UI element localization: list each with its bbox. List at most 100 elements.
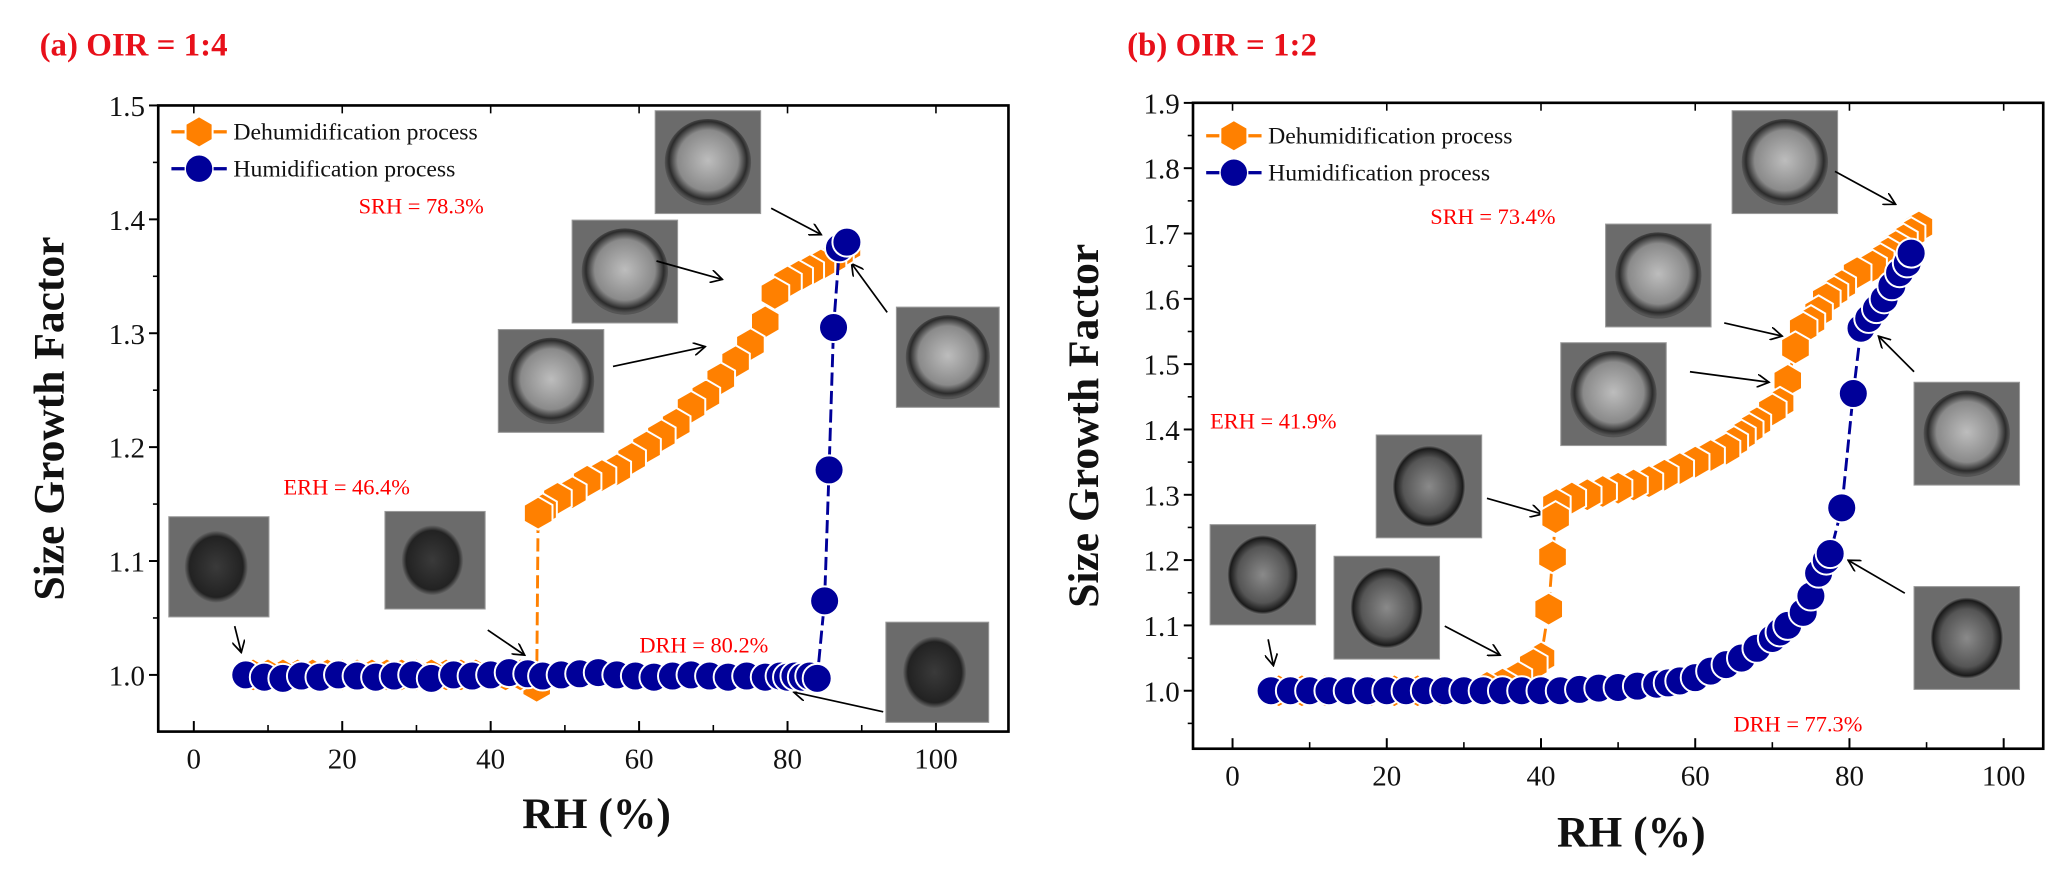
micrograph-image (1913, 381, 2021, 486)
x-tick-label: 60 (1681, 761, 1710, 793)
micrograph-image (497, 329, 605, 433)
y-tick-label: 1.4 (1144, 415, 1181, 447)
micrograph-image (384, 510, 486, 610)
panel-b: (b) OIR = 1:2 0 20 40 60 80 100 1.0 1.1 1.2 1.3 1.4… (1060, 27, 2045, 856)
particle-shape (903, 636, 967, 709)
y-axis-title: Size Growth Factor (1060, 244, 1108, 608)
droplet-shape (581, 228, 669, 315)
legend-label: Humidification process (1268, 161, 1490, 187)
micrograph-image (1731, 110, 1839, 215)
micrograph-image (885, 621, 990, 723)
x-tick-label: 40 (1527, 761, 1556, 793)
data-point-hexagon (1780, 330, 1811, 366)
arrow (1689, 370, 1769, 383)
arrow (1444, 625, 1500, 655)
arrow (1834, 170, 1896, 204)
droplet-shape (905, 315, 990, 400)
series-line (245, 240, 848, 681)
annotation-label: DRH = 80.2% (639, 633, 768, 658)
data-point-hexagon (522, 495, 554, 531)
x-tick-label: 60 (625, 744, 654, 776)
droplet-shape (1570, 350, 1657, 438)
annotation-label: ERH = 46.4% (283, 474, 409, 499)
data-point-circle (831, 226, 863, 258)
droplet-shape (507, 337, 595, 425)
x-axis-title: RH (%) (1557, 808, 1706, 856)
y-tick-label: 1.4 (109, 205, 146, 237)
legend-label: Humidification process (233, 157, 455, 183)
legend-circle-marker (185, 155, 213, 182)
x-tick-label: 20 (328, 744, 357, 776)
micrograph-image (1560, 342, 1667, 447)
micrograph-image (1333, 555, 1441, 660)
y-tick-label: 1.2 (109, 433, 145, 465)
y-tick-label: 1.6 (1144, 284, 1180, 316)
x-tick-label: 100 (1982, 761, 2026, 793)
panel-a: (a) OIR = 1:4 0 20 40 60 80 100 1.0 1.1 1.2 1.3 1.4… (25, 27, 1010, 838)
legend-hexagon-marker (186, 117, 212, 147)
legend-circle-marker (1220, 159, 1248, 186)
legend-label: Dehumidification process (233, 120, 477, 146)
y-tick-label: 1.9 (1144, 88, 1180, 120)
y-axis-title: Size Growth Factor (25, 237, 73, 601)
x-tick-label: 80 (1835, 761, 1864, 793)
arrow (852, 264, 888, 313)
micrograph-image (895, 306, 1000, 408)
annotation-label: SRH = 73.4% (1430, 204, 1555, 229)
annotation-label: SRH = 78.3% (359, 194, 484, 219)
micrograph-image (571, 219, 679, 324)
series-humidification (230, 226, 863, 694)
x-tick-label: 100 (914, 744, 958, 776)
particle-shape (1930, 596, 2004, 680)
panel-title: (b) OIR = 1:2 (1127, 27, 1317, 63)
particle-shape (1350, 566, 1424, 649)
data-point-circle (1895, 237, 1927, 269)
legend-label: Dehumidification process (1268, 124, 1512, 150)
x-tick-label: 0 (187, 744, 202, 776)
y-tick-label: 1.7 (1144, 219, 1180, 251)
micrograph-image (1375, 434, 1483, 539)
data-point-circle (809, 585, 841, 617)
data-point-circle (801, 662, 833, 694)
x-axis-title: RH (%) (522, 790, 671, 838)
particle-shape (401, 525, 464, 596)
x-tick-label: 20 (1372, 761, 1401, 793)
arrow (770, 207, 821, 234)
micrograph-image (1209, 524, 1317, 626)
legend-hexagon-marker (1221, 121, 1247, 151)
micrograph-image (168, 516, 270, 618)
y-tick-label: 1.3 (109, 319, 145, 351)
particle-shape (1392, 445, 1466, 528)
arrow (612, 347, 705, 368)
arrow (1878, 336, 1915, 373)
droplet-shape (1923, 390, 2010, 477)
legend: Dehumidification process Humidification p… (1206, 121, 1513, 187)
x-tick-label: 80 (773, 744, 802, 776)
arrow (1848, 560, 1906, 594)
y-tick-label: 1.1 (109, 547, 145, 579)
arrow (1486, 497, 1542, 514)
y-tick-label: 1.5 (109, 91, 145, 123)
arrow (1724, 322, 1782, 336)
y-tick-label: 1.3 (1144, 480, 1180, 512)
data-point-hexagon (1533, 591, 1565, 627)
data-point-hexagon (1537, 539, 1568, 575)
micrograph-image (1605, 223, 1712, 328)
y-tick-label: 1.0 (109, 660, 145, 692)
y-tick-label: 1.8 (1144, 154, 1180, 186)
series-humidification (1255, 237, 1927, 707)
plot-frame (156, 104, 1010, 733)
arrow (235, 625, 242, 652)
arrow (794, 692, 884, 713)
droplet-shape (1741, 118, 1829, 206)
y-tick-label: 1.5 (1144, 350, 1180, 382)
panel-title: (a) OIR = 1:4 (40, 27, 228, 63)
arrow (656, 260, 723, 279)
particle-shape (184, 531, 248, 603)
droplet-shape (1615, 232, 1702, 319)
y-tick-label: 1.0 (1144, 676, 1180, 708)
droplet-shape (664, 118, 752, 206)
data-point-circle (1837, 378, 1869, 410)
